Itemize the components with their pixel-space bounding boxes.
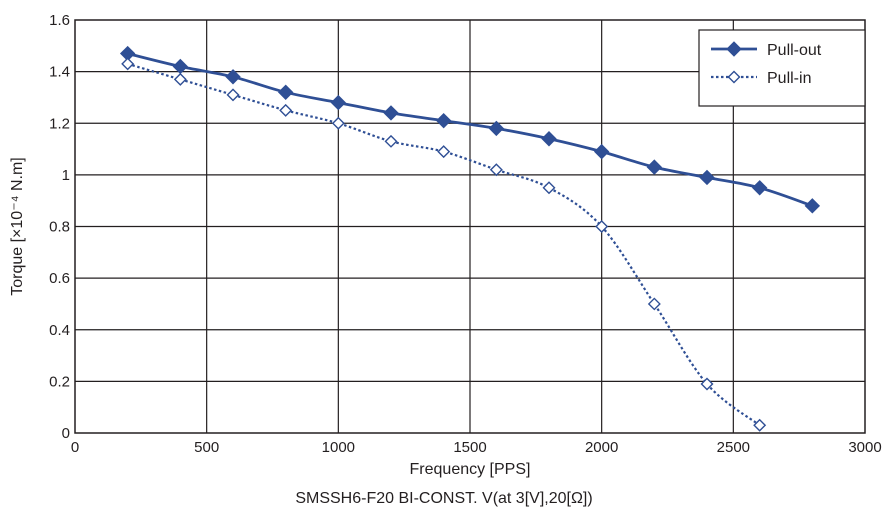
y-tick-label: 1.6 — [49, 12, 70, 29]
data-point — [700, 377, 714, 391]
data-point — [488, 120, 505, 137]
data-point — [541, 131, 557, 147]
data-point — [277, 84, 294, 100]
legend-label: Pull-out — [767, 42, 822, 59]
data-point — [593, 143, 610, 160]
data-point — [279, 103, 293, 117]
x-tick-label: 2000 — [585, 439, 618, 456]
y-tick-label: 1.4 — [49, 64, 70, 81]
x-tick-label: 500 — [194, 439, 219, 456]
legend-marker — [727, 70, 741, 84]
y-tick-label: 0 — [62, 425, 70, 442]
chart: 0 500 1000 1500 2000 2500 3000 0 0.2 0.4 0.6 0.8 1 1.… — [9, 12, 882, 478]
series-line — [127, 62, 761, 427]
x-tick-label: 3000 — [848, 439, 881, 456]
legend-label: Pull-in — [767, 70, 811, 87]
data-point — [435, 112, 452, 129]
chart-caption: SMSSH6-F20 BI-CONST. V(at 3[V],20[Ω]) — [295, 490, 593, 507]
tick-labels: 0 500 1000 1500 2000 2500 3000 0 0.2 0.4 0.6 0.8 1 1.… — [49, 12, 882, 456]
x-tick-label: 1000 — [322, 439, 355, 456]
y-tick-label: 1 — [62, 167, 70, 184]
data-point — [225, 69, 241, 85]
x-tick-label: 1500 — [453, 439, 486, 456]
data-point — [383, 105, 399, 121]
data-point — [595, 220, 609, 233]
data-point — [173, 72, 187, 86]
data-point — [647, 297, 661, 311]
y-tick-label: 0.6 — [49, 270, 70, 287]
series-pull-in — [121, 57, 767, 432]
data-point — [121, 57, 135, 71]
data-point — [384, 134, 398, 148]
data-point — [330, 94, 347, 111]
y-tick-label: 0.8 — [49, 219, 70, 236]
data-point — [489, 163, 503, 177]
data-point — [542, 181, 556, 195]
y-axis-label: Torque [×10⁻⁴ N.m] — [9, 157, 26, 296]
y-tick-label: 0.4 — [49, 322, 70, 339]
x-tick-label: 2500 — [717, 439, 750, 456]
data-point — [331, 116, 345, 130]
data-point — [646, 159, 663, 175]
data-point — [751, 180, 768, 196]
y-tick-label: 0.2 — [49, 373, 70, 390]
data-point — [804, 198, 821, 214]
y-tick-label: 1.2 — [49, 115, 70, 132]
series-pull-out — [119, 45, 821, 214]
legend: Pull-out Pull-in — [698, 29, 866, 107]
data-point — [699, 169, 715, 186]
data-point — [437, 145, 451, 159]
x-axis-label: Frequency [PPS] — [410, 461, 531, 478]
data-series — [119, 45, 821, 432]
legend-marker — [726, 41, 742, 57]
data-point — [226, 88, 240, 102]
x-tick-label: 0 — [71, 439, 79, 456]
data-point — [753, 418, 767, 432]
legend-box — [698, 29, 866, 107]
plot-frame — [74, 19, 866, 434]
